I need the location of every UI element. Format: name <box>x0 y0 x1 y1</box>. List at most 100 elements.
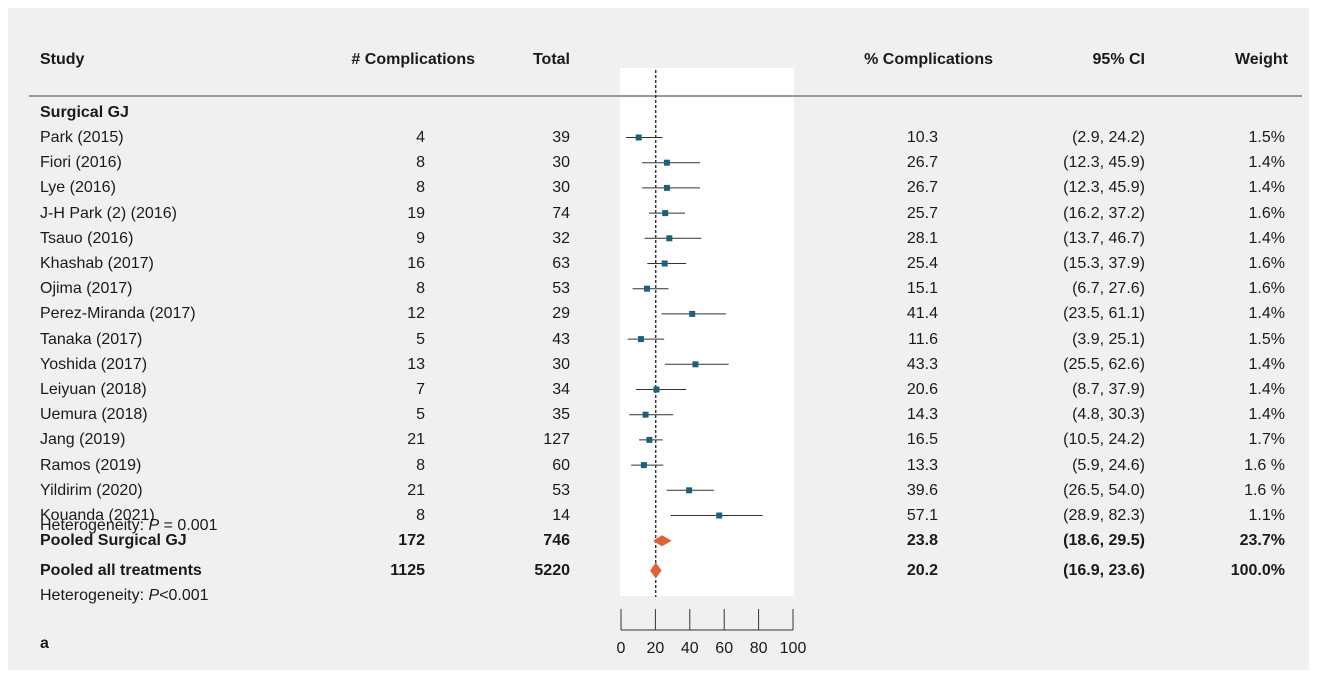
cell-total: 30 <box>552 355 570 373</box>
pooled-group-ci: (18.6, 29.5) <box>1063 532 1145 550</box>
cell-complications: 9 <box>416 229 425 247</box>
pooled-diamond <box>652 535 672 547</box>
table-row: Tanaka (2017) 5 43 11.6 (3.9, 25.1) 1.5% <box>0 327 1317 352</box>
pooled-group-total: 746 <box>543 532 570 550</box>
point-marker <box>642 411 649 418</box>
cell-ci: (8.7, 37.9) <box>1072 381 1145 398</box>
cell-total: 34 <box>552 381 570 398</box>
cell-pct: 15.1 <box>906 280 938 298</box>
cell-pct: 20.6 <box>906 381 938 398</box>
group-row: Surgical GJ <box>0 100 1317 125</box>
cell-ci: (10.5, 24.2) <box>1063 431 1145 449</box>
heterogeneity-all: Heterogeneity: P<0.001 <box>40 587 209 604</box>
heterogeneity-group: Heterogeneity: P = 0.001 <box>40 517 218 534</box>
cell-complications: 21 <box>407 481 425 499</box>
point-marker <box>640 462 647 469</box>
cell-complications: 7 <box>416 381 425 398</box>
cell-complications: 12 <box>407 305 425 323</box>
point-marker <box>637 336 644 343</box>
cell-pct: 13.3 <box>906 456 938 474</box>
cell-weight: 1.6 % <box>1244 481 1285 499</box>
cell-total: 32 <box>552 229 570 247</box>
point-marker <box>646 436 653 443</box>
cell-complications: 8 <box>416 507 425 524</box>
cell-weight: 1.6% <box>1248 280 1285 298</box>
panel-letter: a <box>40 635 49 652</box>
table-row: Khashab (2017) 16 63 25.4 (15.3, 37.9) 1.6% <box>0 251 1317 276</box>
cell-study: Leiyuan (2018) <box>40 381 147 398</box>
header-rule <box>29 95 1302 97</box>
table-row: Perez-Miranda (2017) 12 29 41.4 (23.5, 61.1)… <box>0 301 1317 326</box>
cell-total: 53 <box>552 280 570 298</box>
cell-study: Ojima (2017) <box>40 280 133 298</box>
cell-weight: 1.6% <box>1248 255 1285 272</box>
cell-ci: (26.5, 54.0) <box>1063 481 1145 499</box>
cell-total: 30 <box>552 179 570 197</box>
point-marker <box>692 361 699 368</box>
cell-ci: (12.3, 45.9) <box>1063 154 1145 172</box>
cell-study: Uemura (2018) <box>40 406 148 424</box>
cell-total: 60 <box>552 456 570 474</box>
header-complications: # Complications <box>351 51 475 68</box>
cell-complications: 5 <box>416 330 425 348</box>
cell-study: J-H Park (2) (2016) <box>40 204 177 222</box>
point-marker <box>663 184 670 191</box>
header-ci: 95% CI <box>1092 51 1145 68</box>
table-row: Jang (2019) 21 127 16.5 (10.5, 24.2) 1.7% <box>0 427 1317 452</box>
cell-complications: 8 <box>416 456 425 474</box>
cell-total: 53 <box>552 481 570 499</box>
x-tick-label: 80 <box>750 640 768 657</box>
cell-total: 14 <box>552 507 570 524</box>
cell-pct: 57.1 <box>906 507 938 524</box>
cell-weight: 1.5% <box>1248 330 1285 348</box>
cell-complications: 4 <box>416 129 425 146</box>
pooled-all-row: Pooled all treatments 1125 5220 20.2 (16… <box>0 558 1317 583</box>
cell-ci: (2.9, 24.2) <box>1072 129 1145 146</box>
cell-pct: 26.7 <box>906 179 938 197</box>
point-marker <box>635 134 642 141</box>
x-tick-label: 100 <box>780 640 807 657</box>
cell-ci: (3.9, 25.1) <box>1072 330 1145 348</box>
point-marker <box>663 159 670 166</box>
cell-pct: 43.3 <box>906 355 938 373</box>
pooled-all-ci: (16.9, 23.6) <box>1063 562 1145 579</box>
point-marker <box>666 235 673 242</box>
pooled-diamond <box>650 562 662 579</box>
cell-complications: 21 <box>407 431 425 449</box>
cell-pct: 25.7 <box>906 204 938 222</box>
cell-pct: 26.7 <box>906 154 938 172</box>
cell-weight: 1.4% <box>1248 406 1285 424</box>
table-row: Park (2015) 4 39 10.3 (2.9, 24.2) 1.5% <box>0 125 1317 150</box>
group-label: Surgical GJ <box>40 104 129 121</box>
pooled-group-row: Pooled Surgical GJ 172 746 23.8 (18.6, 29.5)… <box>0 528 1317 553</box>
cell-study: Tanaka (2017) <box>40 330 143 348</box>
pooled-group-pct: 23.8 <box>906 532 938 550</box>
cell-complications: 19 <box>407 204 425 222</box>
cell-pct: 25.4 <box>906 255 938 272</box>
pooled-all-study: Pooled all treatments <box>40 562 202 579</box>
header-study: Study <box>40 51 85 68</box>
header-weight: Weight <box>1234 51 1288 68</box>
table-row: Yildirim (2020) 21 53 39.6 (26.5, 54.0) 1.6 % <box>0 478 1317 503</box>
cell-weight: 1.7% <box>1248 431 1285 449</box>
cell-weight: 1.4% <box>1248 179 1285 197</box>
cell-weight: 1.6% <box>1248 204 1285 222</box>
pooled-group-complications: 172 <box>398 532 425 550</box>
cell-total: 39 <box>552 129 570 146</box>
cell-study: Yoshida (2017) <box>40 355 148 373</box>
cell-ci: (16.2, 37.2) <box>1063 204 1145 222</box>
cell-total: 63 <box>552 255 570 272</box>
pooled-group-study: Pooled Surgical GJ <box>40 532 187 550</box>
point-marker <box>661 260 668 267</box>
plot-band <box>620 68 794 596</box>
cell-total: 30 <box>552 154 570 172</box>
cell-ci: (28.9, 82.3) <box>1063 507 1145 524</box>
header-pct: % Complications <box>864 51 993 68</box>
cell-complications: 5 <box>416 406 425 424</box>
cell-study: Park (2015) <box>40 129 124 146</box>
table-row: Ramos (2019) 8 60 13.3 (5.9, 24.6) 1.6 % <box>0 453 1317 478</box>
point-marker <box>716 512 723 519</box>
cell-ci: (12.3, 45.9) <box>1063 179 1145 197</box>
cell-ci: (13.7, 46.7) <box>1063 229 1145 247</box>
pooled-all-weight: 100.0% <box>1230 562 1285 579</box>
